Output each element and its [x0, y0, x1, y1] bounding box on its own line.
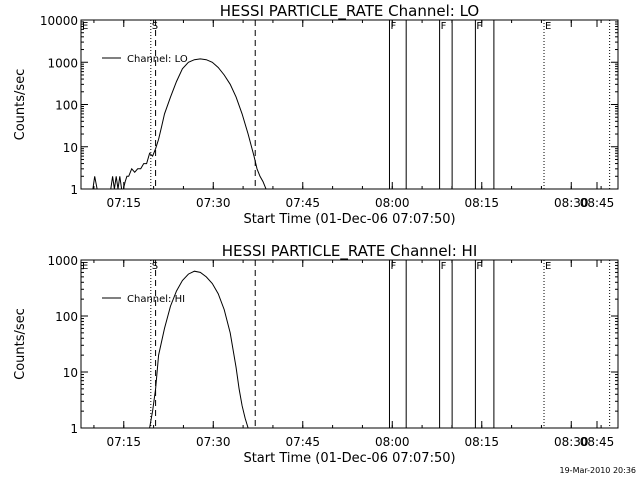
y-tick-label: 10000: [40, 14, 78, 28]
legend-entry: Channel: HI: [127, 294, 185, 305]
event-marker-label: E: [545, 21, 551, 32]
event-marker-label: F: [390, 261, 396, 272]
series-line: [81, 270, 618, 429]
y-tick-label: 1000: [47, 254, 78, 268]
chart-title: HESSI PARTICLE_RATE Channel: HI: [222, 242, 478, 261]
event-marker-label: F: [441, 261, 447, 272]
y-tick-label: 100: [55, 99, 78, 113]
x-axis-label: Start Time (01-Dec-06 07:07:50): [243, 451, 455, 466]
event-marker-label: F: [390, 21, 396, 32]
x-tick-label: 08:15: [464, 196, 499, 210]
event-marker-label: E: [82, 21, 88, 32]
x-tick-label: 08:00: [375, 196, 410, 210]
chart-title: HESSI PARTICLE_RATE Channel: LO: [220, 2, 479, 21]
event-marker-label: E: [545, 261, 551, 272]
y-axis-label: Counts/sec: [13, 308, 28, 380]
event-marker-label: S: [152, 21, 158, 32]
event-marker-label: E: [82, 261, 88, 272]
x-tick-label: 08:45: [580, 196, 615, 210]
y-tick-label: 1: [70, 422, 78, 436]
x-tick-label: 07:30: [196, 435, 231, 449]
x-tick-label: 07:45: [285, 435, 320, 449]
legend-entry: Channel: LO: [127, 54, 188, 65]
x-tick-label: 08:45: [580, 435, 615, 449]
y-tick-label: 10: [63, 141, 78, 155]
plot-frame: [80, 19, 619, 190]
x-tick-label: 08:30: [554, 435, 589, 449]
x-axis-label: Start Time (01-Dec-06 07:07:50): [243, 212, 455, 227]
x-tick-label: 07:15: [106, 435, 141, 449]
x-tick-label: 07:15: [106, 196, 141, 210]
x-tick-label: 08:30: [554, 196, 589, 210]
y-tick-label: 1000: [47, 56, 78, 70]
x-tick-label: 08:15: [464, 435, 499, 449]
x-tick-label: 07:45: [285, 196, 320, 210]
x-tick-label: 08:00: [375, 435, 410, 449]
y-axis-label: Counts/sec: [13, 69, 28, 141]
y-tick-label: 1: [70, 183, 78, 197]
footer-timestamp: 19-Mar-2010 20:36: [559, 466, 637, 475]
y-tick-label: 10: [63, 366, 78, 380]
event-marker-label: F: [476, 21, 482, 32]
x-tick-label: 07:30: [196, 196, 231, 210]
event-marker-label: F: [476, 261, 482, 272]
y-tick-label: 100: [55, 310, 78, 324]
series-line: [81, 58, 618, 190]
event-marker-label: F: [441, 21, 447, 32]
event-marker-label: S: [152, 261, 158, 272]
